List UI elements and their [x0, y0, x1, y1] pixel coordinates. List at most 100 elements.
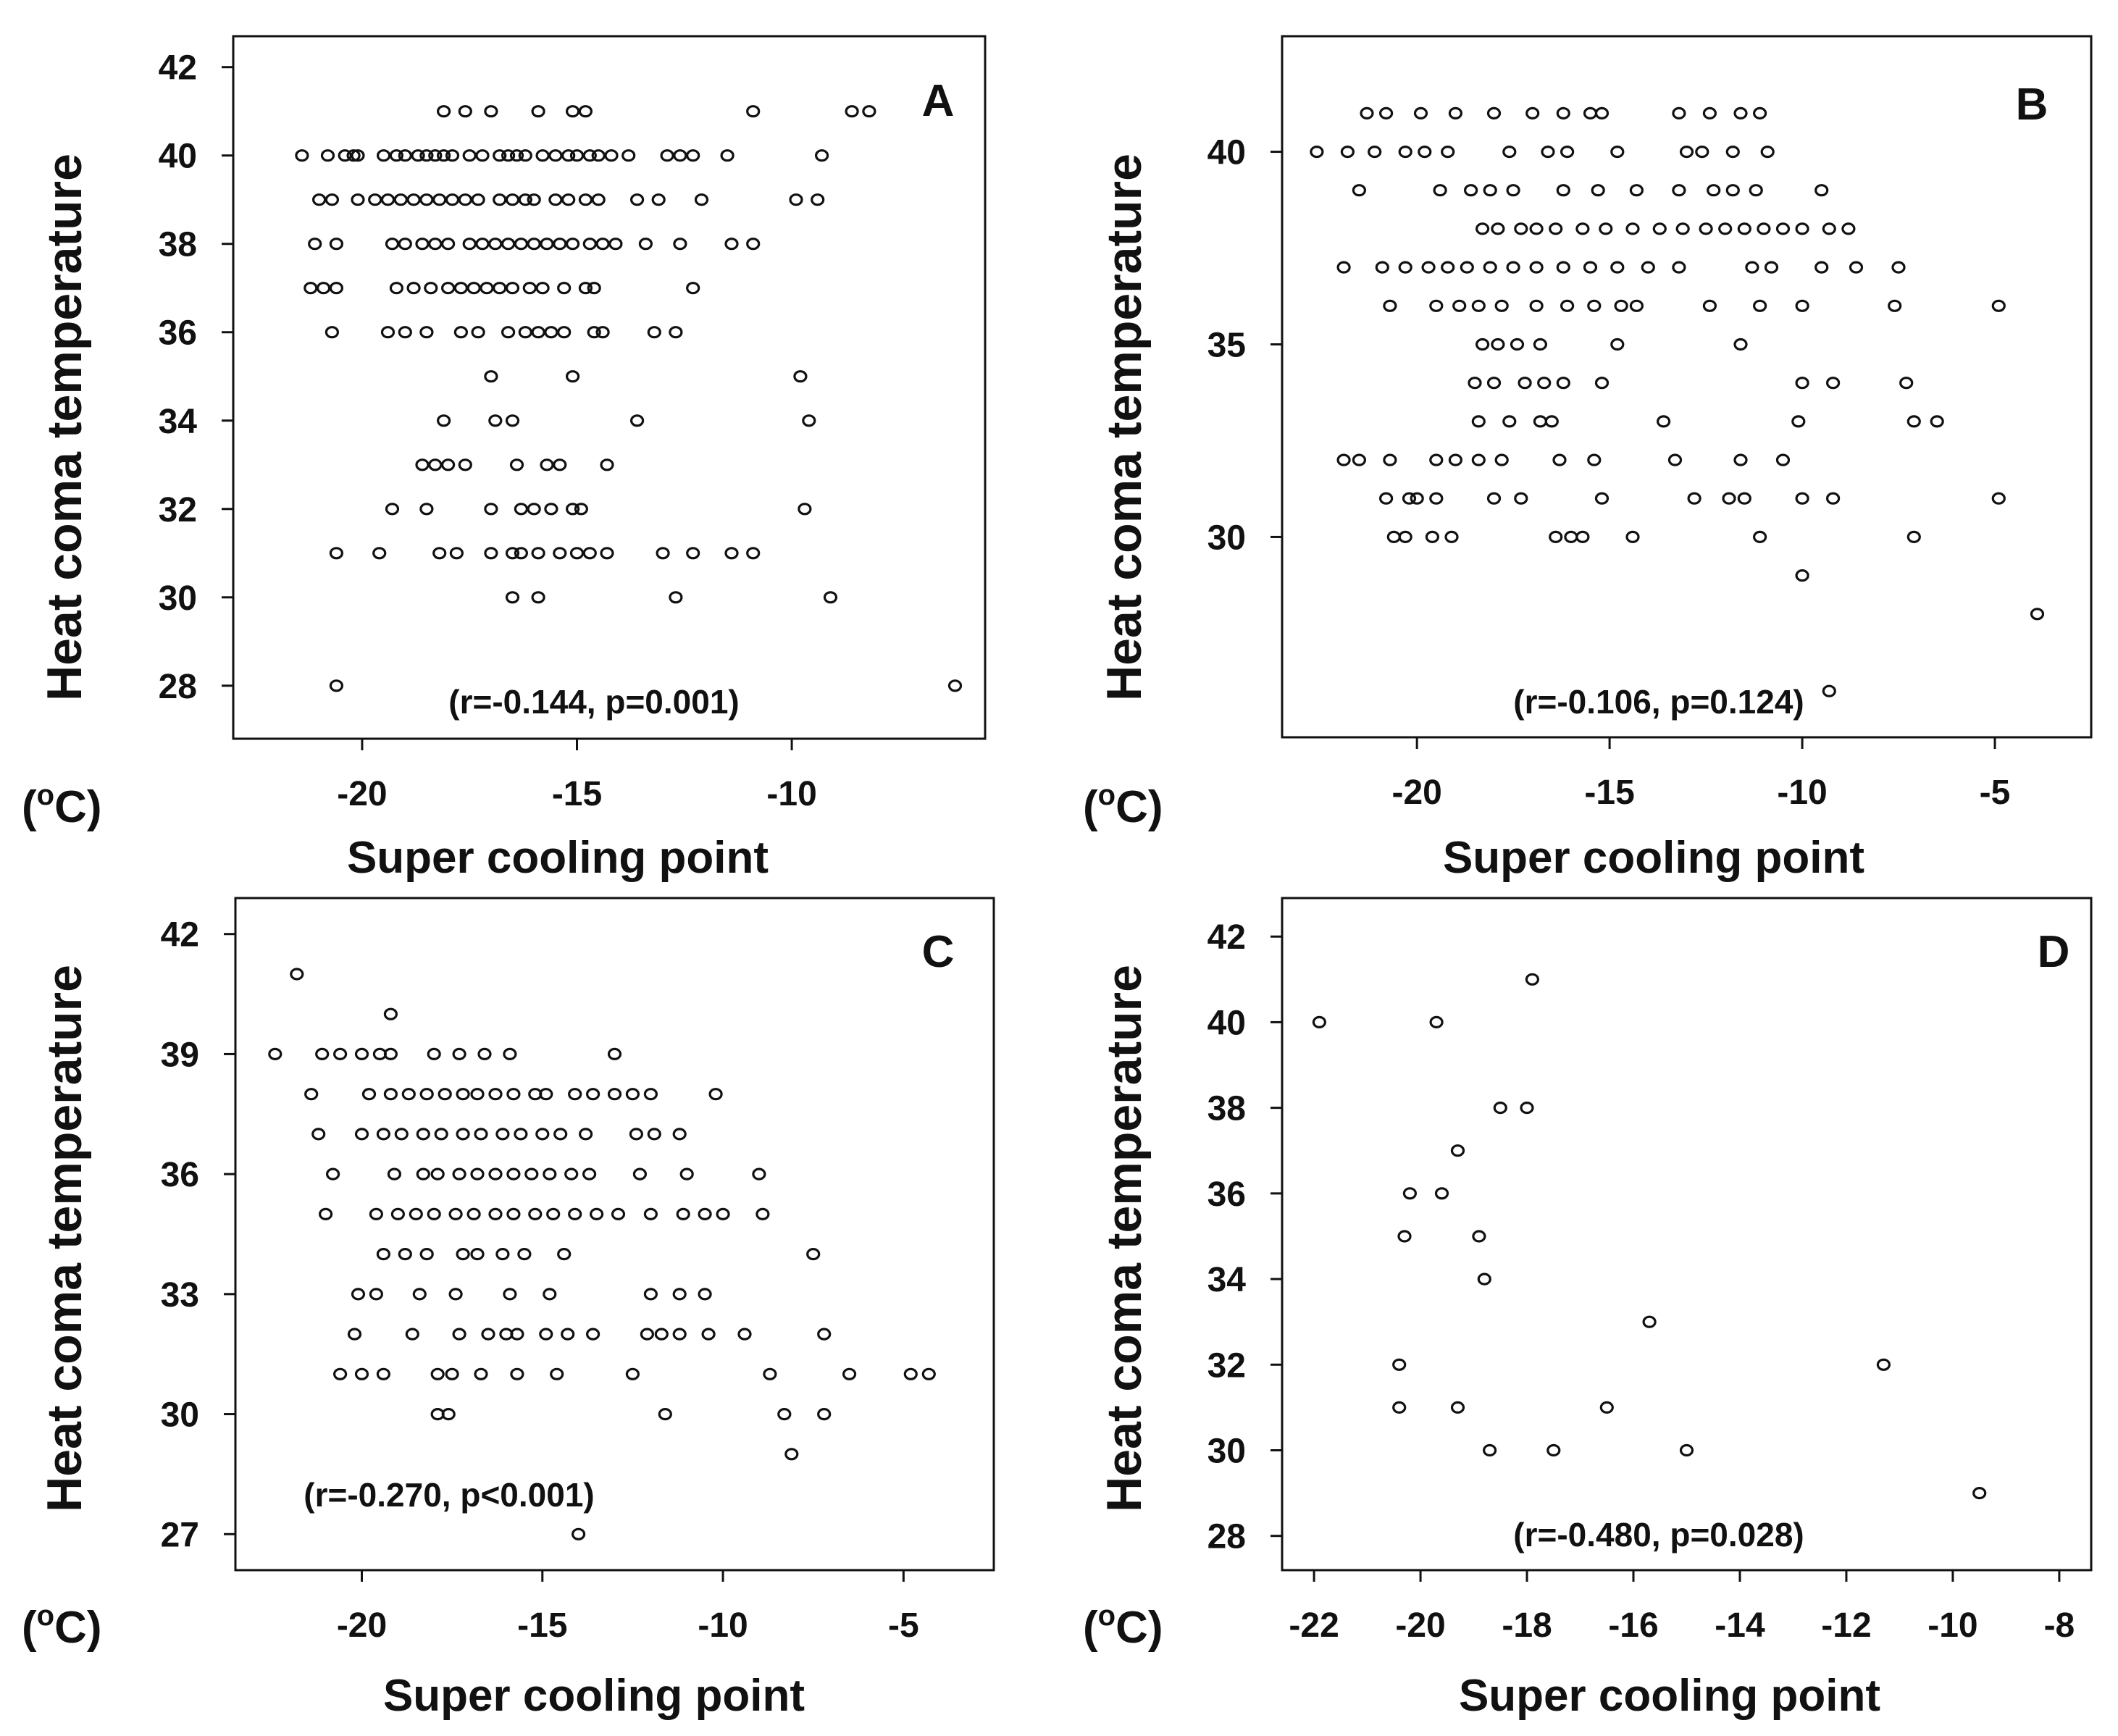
- data-point-a-30: [720, 149, 734, 162]
- data-point-b-150: [1795, 569, 1809, 582]
- data-point-b-62: [1441, 261, 1455, 274]
- data-point-c-112: [737, 1328, 752, 1341]
- data-point-c-16: [401, 1088, 416, 1101]
- data-point-b-74: [1814, 261, 1829, 274]
- data-point-d-2: [1525, 973, 1539, 986]
- y-axis-ticks-a: 28 30 32 34 36 38 40 42: [159, 49, 233, 706]
- data-point-a-109: [587, 326, 601, 339]
- data-point-d-17: [1483, 1443, 1497, 1457]
- data-point-c-22: [506, 1088, 521, 1101]
- y-axis-title-d: Heat coma temperature: [1097, 965, 1152, 1512]
- data-point-d-3: [1493, 1101, 1507, 1115]
- data-point-c-48: [387, 1167, 402, 1181]
- data-point-c-104: [510, 1328, 524, 1341]
- data-point-b-43: [1529, 222, 1544, 235]
- data-point-a-113: [484, 370, 498, 383]
- data-point-b-127: [1378, 492, 1394, 505]
- data-point-d-19: [1679, 1443, 1694, 1457]
- unit-label-d-rest: C): [1115, 1603, 1163, 1653]
- data-point-a-154: [505, 591, 520, 604]
- data-point-c-72: [546, 1207, 561, 1221]
- data-point-c-32: [354, 1128, 369, 1141]
- data-point-c-44: [629, 1128, 644, 1141]
- data-point-c-60: [679, 1167, 694, 1181]
- data-point-a-8: [411, 149, 425, 162]
- y-tick-label-d-2: 32: [1207, 1346, 1246, 1385]
- data-point-c-29: [643, 1088, 658, 1101]
- data-point-b-42: [1514, 222, 1528, 235]
- data-point-b-92: [1475, 337, 1490, 351]
- data-point-c-88: [557, 1247, 572, 1261]
- data-point-b-97: [1733, 337, 1748, 351]
- data-point-c-3: [315, 1047, 330, 1061]
- data-point-a-6: [389, 149, 404, 162]
- data-point-a-118: [505, 414, 520, 427]
- data-point-a-82: [329, 282, 343, 295]
- data-point-c-83: [419, 1247, 434, 1261]
- data-point-c-95: [543, 1288, 557, 1301]
- data-point-b-7: [1583, 106, 1598, 119]
- x-axis-title-b: Super cooling point: [1443, 833, 1864, 883]
- data-point-a-158: [329, 679, 343, 692]
- data-point-b-35: [1672, 184, 1686, 197]
- data-point-b-77: [1383, 299, 1397, 312]
- data-point-b-30: [1483, 184, 1497, 197]
- data-point-c-73: [568, 1207, 582, 1221]
- data-point-c-19: [456, 1088, 470, 1101]
- data-point-a-146: [553, 547, 567, 560]
- data-point-a-27: [660, 149, 674, 162]
- correlation-annotation-b: (r=-0.106, p=0.124): [1513, 683, 1804, 721]
- data-point-c-40: [514, 1128, 528, 1141]
- data-point-b-14: [1340, 146, 1355, 159]
- data-point-c-98: [698, 1288, 712, 1301]
- data-point-a-33: [325, 193, 339, 206]
- data-point-c-7: [383, 1047, 398, 1061]
- data-point-a-151: [686, 547, 700, 560]
- data-point-a-166: [746, 105, 761, 118]
- data-point-b-138: [1826, 492, 1841, 505]
- data-point-b-135: [1722, 492, 1736, 505]
- data-point-a-144: [514, 547, 529, 560]
- data-point-a-76: [638, 238, 653, 251]
- data-point-a-28: [673, 149, 687, 162]
- data-point-b-120: [1471, 453, 1486, 466]
- data-point-c-58: [582, 1167, 597, 1181]
- data-point-c-18: [438, 1088, 452, 1101]
- data-point-b-9: [1672, 106, 1686, 119]
- data-point-a-29: [686, 149, 700, 162]
- data-point-a-34: [351, 193, 365, 206]
- data-point-c-62: [319, 1207, 333, 1221]
- data-point-c-13: [304, 1088, 319, 1101]
- data-point-c-120: [510, 1367, 524, 1380]
- y-tick-label-b-1: 35: [1207, 326, 1246, 364]
- y-axis-title-a: Heat coma temperature: [37, 154, 92, 701]
- y-tick-label-a-1: 30: [159, 579, 197, 618]
- data-point-a-84: [406, 282, 421, 295]
- data-point-b-57: [1841, 222, 1856, 235]
- y-tick-label-a-4: 36: [159, 314, 197, 353]
- y-tick-label-d-0: 28: [1207, 1518, 1246, 1556]
- data-point-c-80: [755, 1207, 770, 1221]
- data-point-b-82: [1529, 299, 1544, 312]
- plot-frame-d: [1281, 897, 2093, 1572]
- data-point-c-105: [539, 1328, 553, 1341]
- data-point-b-55: [1795, 222, 1809, 235]
- data-point-c-26: [585, 1088, 600, 1101]
- data-point-c-110: [672, 1328, 687, 1341]
- data-point-d-1: [1429, 1015, 1444, 1029]
- data-point-b-123: [1587, 453, 1602, 466]
- data-point-c-76: [643, 1207, 658, 1221]
- data-point-a-21: [561, 149, 576, 162]
- data-point-b-137: [1795, 492, 1809, 505]
- y-tick-label-b-0: 30: [1207, 519, 1246, 557]
- data-point-b-61: [1421, 261, 1436, 274]
- data-point-a-58: [329, 238, 343, 251]
- data-point-b-32: [1556, 184, 1570, 197]
- data-point-b-117: [1383, 453, 1397, 466]
- data-point-c-14: [361, 1088, 377, 1101]
- data-point-c-24: [539, 1088, 553, 1101]
- data-point-a-103: [471, 326, 485, 339]
- data-point-a-81: [317, 282, 331, 295]
- unit-label-b-degree: o: [1098, 779, 1115, 811]
- data-point-a-78: [724, 238, 739, 251]
